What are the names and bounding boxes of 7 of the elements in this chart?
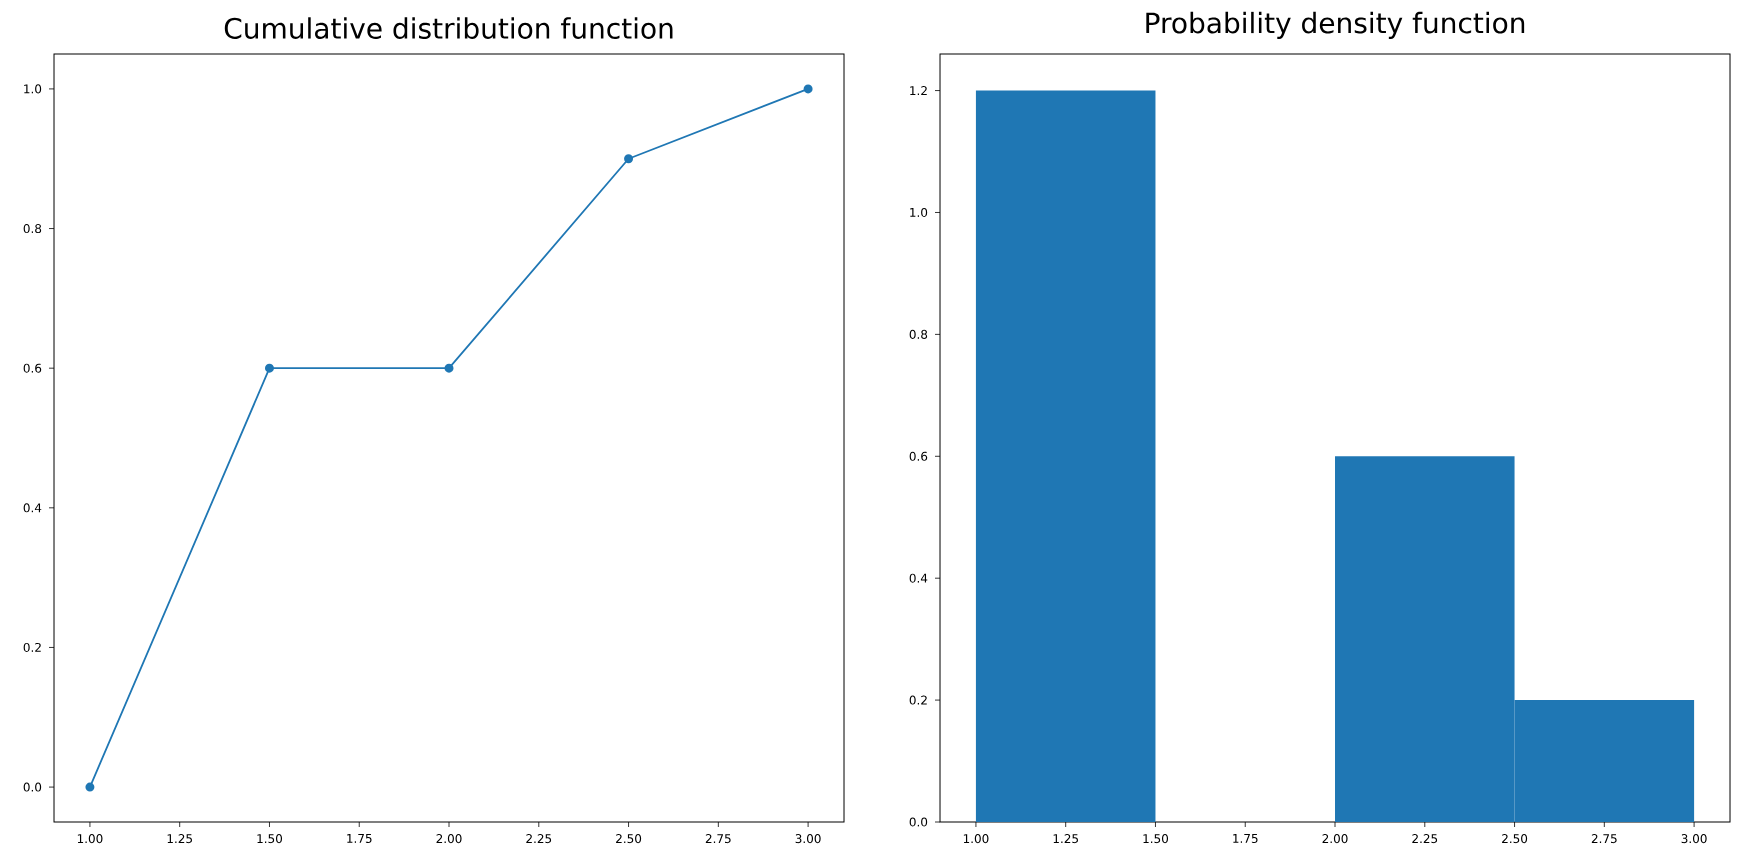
point	[264, 363, 274, 373]
chart-title: Probability density function	[1146, 11, 1525, 39]
chart-title: Cumulative distribution function	[224, 17, 673, 39]
point	[624, 154, 634, 164]
point	[803, 84, 813, 94]
point	[444, 363, 454, 373]
point	[85, 782, 95, 792]
